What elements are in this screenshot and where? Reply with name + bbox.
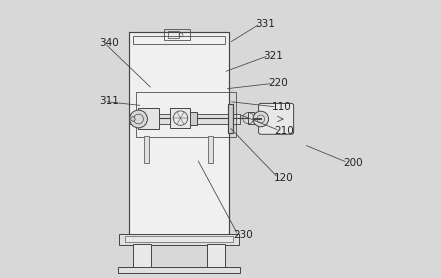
Text: 321: 321 bbox=[264, 51, 284, 61]
Bar bbox=[133, 244, 151, 268]
Bar bbox=[119, 234, 239, 245]
Text: 120: 120 bbox=[273, 173, 293, 183]
FancyBboxPatch shape bbox=[258, 103, 294, 134]
Bar bbox=[125, 236, 233, 242]
Text: 230: 230 bbox=[233, 230, 253, 240]
Bar bbox=[144, 136, 149, 163]
Text: 110: 110 bbox=[272, 102, 292, 112]
Text: 200: 200 bbox=[343, 158, 363, 168]
Bar bbox=[129, 114, 240, 124]
Bar bbox=[118, 267, 240, 273]
Circle shape bbox=[253, 111, 269, 127]
Text: 220: 220 bbox=[268, 78, 288, 88]
Bar bbox=[133, 36, 224, 44]
Bar bbox=[248, 112, 254, 124]
Text: 311: 311 bbox=[100, 96, 120, 106]
Bar bbox=[138, 108, 159, 129]
Bar bbox=[136, 92, 236, 137]
Bar bbox=[129, 32, 229, 238]
Bar bbox=[208, 136, 213, 163]
Text: 331: 331 bbox=[255, 19, 275, 29]
Bar bbox=[228, 104, 233, 133]
Text: 340: 340 bbox=[100, 38, 120, 48]
Bar bbox=[171, 108, 191, 128]
Bar bbox=[164, 29, 190, 40]
Circle shape bbox=[130, 110, 147, 128]
Bar bbox=[191, 112, 198, 125]
Bar bbox=[206, 244, 224, 268]
Bar bbox=[168, 31, 179, 38]
Circle shape bbox=[131, 117, 135, 121]
Text: 210: 210 bbox=[275, 126, 295, 136]
